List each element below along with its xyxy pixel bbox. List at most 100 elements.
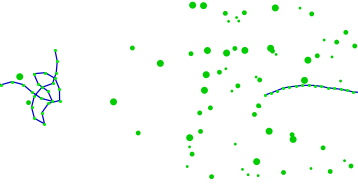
Point bbox=[234, 16, 240, 19]
Point bbox=[302, 79, 308, 82]
Point bbox=[52, 77, 58, 80]
Point bbox=[32, 95, 37, 98]
Point bbox=[329, 55, 335, 58]
Point bbox=[314, 54, 320, 57]
Point bbox=[203, 73, 209, 76]
Point bbox=[111, 100, 116, 103]
Point bbox=[236, 20, 242, 23]
Point bbox=[29, 91, 35, 94]
Point bbox=[198, 130, 203, 133]
Point bbox=[321, 39, 327, 42]
Point bbox=[320, 146, 326, 149]
Point bbox=[188, 52, 194, 55]
Point bbox=[224, 52, 229, 55]
Point bbox=[26, 101, 32, 104]
Point bbox=[286, 85, 292, 88]
Point bbox=[229, 90, 235, 93]
Point bbox=[130, 46, 135, 50]
Point bbox=[53, 71, 59, 74]
Point bbox=[327, 170, 333, 173]
Point bbox=[187, 136, 193, 139]
Point bbox=[0, 83, 4, 86]
Point bbox=[254, 160, 260, 163]
Point bbox=[223, 67, 229, 70]
Point bbox=[268, 91, 274, 94]
Point bbox=[209, 175, 214, 178]
Point bbox=[217, 71, 222, 74]
Point bbox=[54, 60, 60, 63]
Point bbox=[270, 50, 275, 53]
Point bbox=[325, 86, 331, 89]
Point bbox=[57, 88, 62, 91]
Point bbox=[305, 59, 311, 62]
Point bbox=[242, 11, 247, 14]
Point bbox=[29, 106, 34, 109]
Point bbox=[49, 100, 55, 103]
Point bbox=[308, 167, 314, 170]
Point bbox=[343, 31, 349, 34]
Point bbox=[268, 47, 274, 50]
Point bbox=[338, 88, 343, 91]
Point bbox=[357, 91, 358, 94]
Point bbox=[202, 89, 207, 92]
Point bbox=[273, 53, 279, 56]
Point bbox=[190, 4, 195, 7]
Point bbox=[35, 83, 41, 86]
Point bbox=[52, 49, 58, 52]
Point bbox=[280, 87, 286, 90]
Point bbox=[256, 104, 261, 107]
Point bbox=[274, 89, 280, 92]
Point bbox=[31, 72, 37, 75]
Point bbox=[226, 20, 231, 23]
Point bbox=[281, 171, 286, 174]
Point bbox=[253, 76, 259, 79]
Point bbox=[17, 75, 23, 78]
Point bbox=[257, 78, 262, 81]
Point bbox=[45, 89, 50, 92]
Point bbox=[201, 4, 207, 7]
Point bbox=[331, 87, 337, 90]
Point bbox=[135, 132, 141, 135]
Point bbox=[187, 145, 193, 148]
Point bbox=[262, 94, 268, 97]
Point bbox=[319, 85, 324, 88]
Point bbox=[255, 174, 261, 177]
Point bbox=[350, 90, 356, 93]
Point bbox=[50, 82, 55, 85]
Point bbox=[208, 106, 213, 109]
Point bbox=[348, 164, 354, 167]
Point bbox=[242, 49, 248, 52]
Point bbox=[293, 85, 299, 88]
Point bbox=[158, 62, 163, 65]
Point bbox=[189, 153, 195, 156]
Point bbox=[32, 117, 37, 120]
Point bbox=[222, 12, 228, 15]
Point bbox=[39, 86, 45, 89]
Point bbox=[338, 80, 343, 83]
Point bbox=[240, 168, 245, 171]
Point bbox=[352, 44, 358, 47]
Point bbox=[232, 47, 238, 50]
Point bbox=[245, 173, 251, 176]
Point bbox=[20, 83, 26, 86]
Point bbox=[42, 122, 47, 125]
Point bbox=[39, 111, 45, 114]
Point bbox=[312, 84, 318, 87]
Point bbox=[252, 113, 257, 116]
Point bbox=[342, 159, 347, 162]
Point bbox=[38, 97, 44, 100]
Point bbox=[334, 41, 339, 44]
Point bbox=[9, 80, 15, 83]
Point bbox=[235, 84, 241, 87]
Point bbox=[57, 99, 62, 102]
Point bbox=[42, 71, 48, 74]
Point bbox=[45, 102, 51, 105]
Point bbox=[309, 12, 315, 15]
Point bbox=[306, 84, 311, 87]
Point bbox=[289, 133, 295, 136]
Point bbox=[272, 6, 278, 9]
Point bbox=[290, 138, 296, 141]
Point bbox=[197, 112, 203, 115]
Point bbox=[184, 165, 190, 168]
Point bbox=[257, 105, 263, 108]
